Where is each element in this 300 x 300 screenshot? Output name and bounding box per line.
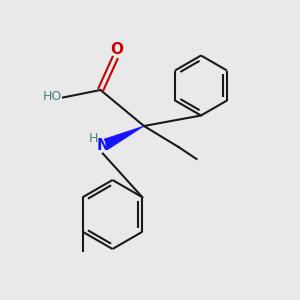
Text: H: H [89, 132, 99, 145]
Text: O: O [110, 42, 124, 57]
Polygon shape [104, 126, 144, 149]
Text: HO: HO [42, 90, 62, 104]
Text: N: N [97, 138, 109, 153]
